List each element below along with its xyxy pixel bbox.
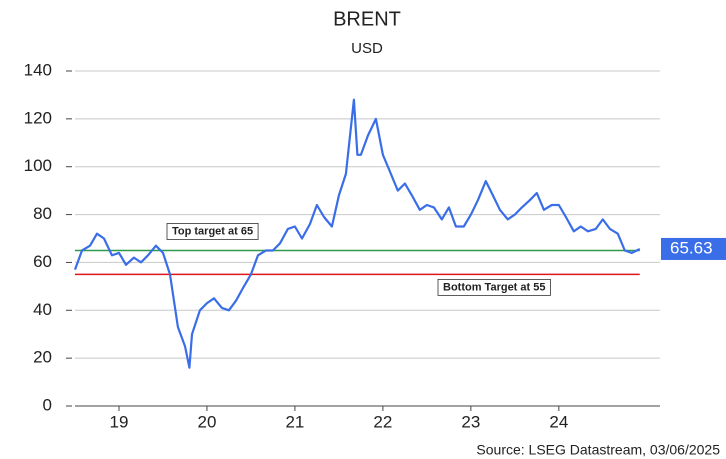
y-tick-label: 80 bbox=[33, 204, 52, 223]
x-tick-label: 21 bbox=[285, 412, 304, 431]
y-tick-label: 20 bbox=[33, 348, 52, 367]
source: Source: LSEG Datastream, 03/06/2025 bbox=[476, 442, 720, 458]
annotation-box bbox=[437, 278, 551, 296]
x-tick-label: 23 bbox=[461, 412, 480, 431]
y-tick-label: 0 bbox=[43, 395, 52, 414]
annotation: Top target at 65 bbox=[172, 225, 253, 237]
annotation-box bbox=[166, 223, 259, 240]
chart-title: BRENT bbox=[333, 8, 401, 30]
x-tick-label: 22 bbox=[373, 412, 392, 431]
x-tick-label: 19 bbox=[110, 412, 129, 431]
y-tick-label: 100 bbox=[24, 156, 52, 175]
chart-subtitle: USD bbox=[351, 40, 383, 57]
y-tick-label: 140 bbox=[24, 60, 52, 79]
annotation: Bottom Target at 55 bbox=[443, 281, 545, 293]
y-tick-label: 60 bbox=[33, 252, 52, 271]
x-tick-label: 24 bbox=[549, 412, 568, 431]
y-tick-label: 120 bbox=[24, 108, 52, 127]
last-value-label: 65.63 bbox=[670, 238, 713, 257]
y-tick-label: 40 bbox=[33, 300, 52, 319]
last-value-box bbox=[661, 237, 726, 260]
price-line bbox=[73, 98, 641, 369]
x-tick-label: 20 bbox=[197, 412, 216, 431]
